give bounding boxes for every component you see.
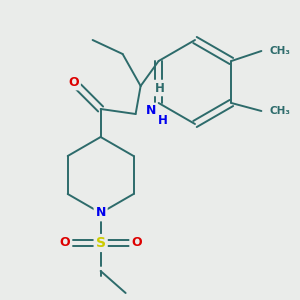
Text: H: H xyxy=(158,113,167,127)
Text: H: H xyxy=(154,82,164,94)
Text: O: O xyxy=(59,236,70,250)
Text: O: O xyxy=(131,236,142,250)
Text: O: O xyxy=(68,76,79,88)
Text: CH₃: CH₃ xyxy=(269,46,290,56)
Text: S: S xyxy=(96,236,106,250)
Text: N: N xyxy=(95,206,106,220)
Text: CH₃: CH₃ xyxy=(269,106,290,116)
Text: N: N xyxy=(146,104,156,118)
